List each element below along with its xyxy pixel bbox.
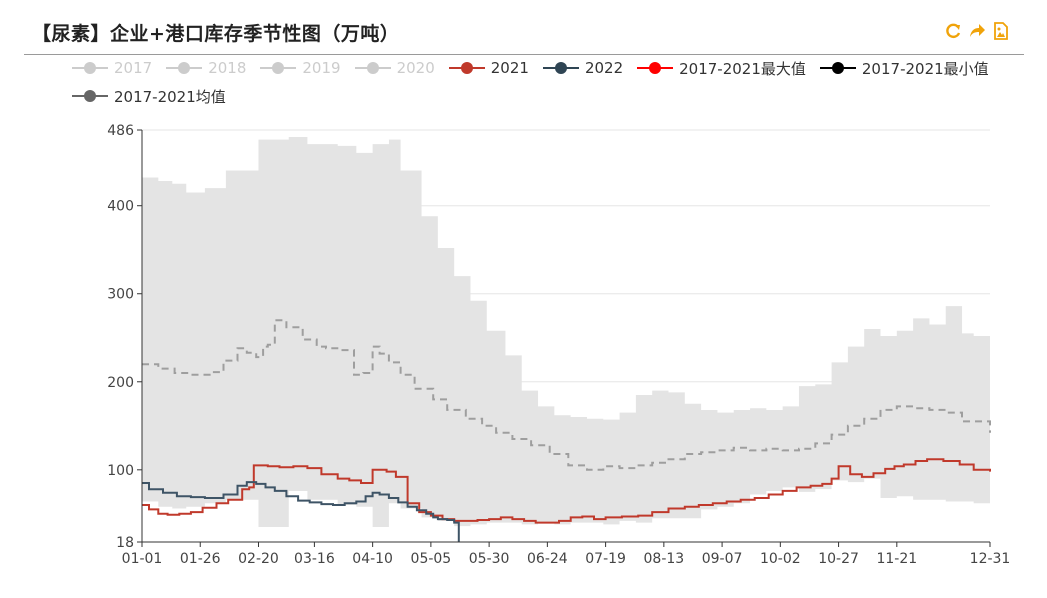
legend-marker-icon: [448, 62, 485, 74]
legend-marker-icon: [542, 62, 579, 74]
legend-label: 2021: [490, 59, 529, 77]
legend-marker-icon: [354, 62, 391, 74]
legend-item-2017[interactable]: 2017: [72, 59, 152, 77]
legend-label: 2017-2021最小值: [861, 59, 989, 78]
legend-row: 2017-2021均值: [72, 84, 992, 108]
legend-item-2017-2021最大值[interactable]: 2017-2021最大值: [637, 58, 806, 79]
legend-marker-icon: [260, 62, 297, 74]
legend-label: 2022: [584, 59, 624, 77]
legend-item-2019[interactable]: 2019: [260, 59, 341, 77]
legend-marker-icon: [637, 62, 674, 74]
save-image-icon[interactable]: [992, 22, 1010, 40]
x-tick-label: 05-05: [411, 551, 452, 567]
x-tick-label: 12-31: [970, 551, 1011, 567]
x-tick-label: 08-13: [644, 551, 685, 567]
x-tick-label: 01-26: [180, 551, 221, 567]
y-tick-label: 400: [107, 199, 134, 215]
legend-marker-icon: [166, 62, 203, 74]
x-tick-label: 11-21: [876, 551, 917, 567]
x-tick-label: 02-20: [238, 551, 279, 567]
legend-label: 2017: [114, 59, 153, 77]
x-tick-label: 06-24: [527, 551, 568, 567]
share-icon[interactable]: [968, 22, 986, 40]
max-min-band: [142, 137, 990, 528]
legend-label: 2017-2021均值: [114, 87, 226, 106]
series-2021-line: [142, 458, 991, 524]
legend-marker-icon: [72, 90, 108, 102]
x-tick-label: 10-02: [760, 551, 801, 567]
y-tick-label: 486: [107, 123, 134, 139]
legend-row: 2017 2018 2019 2020 2021 2022 2017-2021最大值 2017…: [72, 56, 992, 80]
legend-marker-icon: [819, 62, 856, 74]
legend-item-2021[interactable]: 2021: [448, 59, 529, 77]
y-tick-label: 100: [107, 463, 134, 479]
legend-label: 2018: [208, 59, 247, 77]
avg-series-line: [142, 319, 991, 471]
refresh-icon[interactable]: [944, 22, 962, 40]
legend-item-2018[interactable]: 2018: [166, 59, 246, 77]
x-tick-label: 04-10: [352, 551, 393, 567]
legend-item-2020[interactable]: 2020: [354, 59, 435, 77]
x-tick-label: 10-27: [818, 551, 859, 567]
chart-legend: 2017 2018 2019 2020 2021 2022 2017-2021最大值 2017…: [72, 56, 992, 112]
x-tick-label: 03-16: [294, 551, 335, 567]
y-tick-label: 300: [107, 287, 134, 303]
x-tick-label: 07-19: [585, 551, 626, 567]
legend-label: 2020: [396, 59, 435, 77]
legend-item-2022[interactable]: 2022: [542, 59, 624, 77]
title-bar: 【尿素】企业+港口库存季节性图（万吨）: [24, 16, 1024, 55]
x-tick-label: 09-07: [702, 551, 743, 567]
legend-item-2017-2021最小值[interactable]: 2017-2021最小值: [819, 58, 989, 79]
legend-label: 2019: [302, 59, 341, 77]
toolbox: [944, 22, 1010, 40]
chart-title: 【尿素】企业+港口库存季节性图（万吨）: [32, 23, 400, 45]
legend-item-2017-2021均值[interactable]: 2017-2021均值: [72, 86, 226, 107]
y-tick-label: 18: [116, 535, 134, 551]
y-tick-label: 200: [107, 375, 134, 391]
x-tick-label: 01-01: [122, 551, 163, 567]
x-tick-label: 05-30: [469, 551, 510, 567]
series-2022-line: [142, 481, 460, 542]
legend-marker-icon: [72, 62, 108, 74]
legend-label: 2017-2021最大值: [679, 59, 806, 78]
